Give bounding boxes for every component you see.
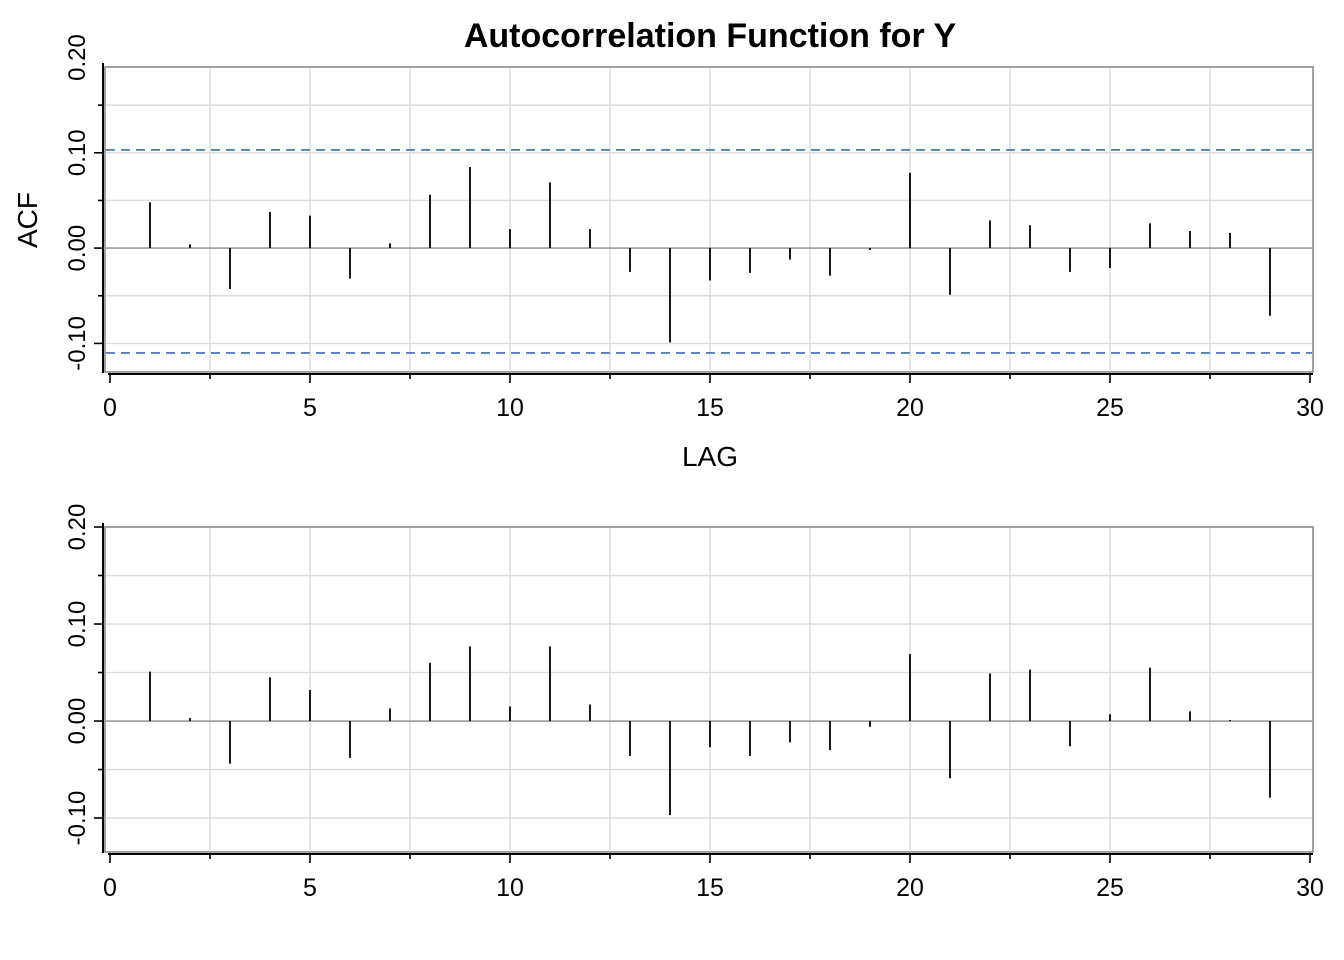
y-tick-label: -0.10 (64, 791, 91, 846)
x-tick-label: 30 (1296, 394, 1324, 422)
x-tick-label: 25 (1096, 874, 1124, 902)
x-tick-label: 0 (103, 394, 117, 422)
y-tick-label: 0.00 (64, 698, 91, 745)
plot-frame (104, 66, 1314, 373)
y-tick-label: 0.10 (64, 129, 91, 176)
x-tick-label: 10 (496, 874, 524, 902)
y-tick-label: -0.10 (64, 316, 91, 371)
x-tick-label: 0 (103, 874, 117, 902)
x-tick-label: 15 (696, 874, 724, 902)
y-axis-label: ACF (12, 192, 43, 248)
x-tick-label: 10 (496, 394, 524, 422)
acf-panel-top: 0 5 10 15 20 25 30 -0.10 0.00 0.10 0.20 Autocorrela… (12, 17, 1324, 472)
x-tick-label: 20 (896, 874, 924, 902)
x-tick-label: 30 (1296, 874, 1324, 902)
y-tick-label: 0.20 (64, 34, 91, 81)
chart-title: Autocorrelation Function for Y (464, 17, 957, 55)
y-tick-label: 0.00 (64, 225, 91, 272)
acf-panel-bottom: 0 5 10 15 20 25 30 -0.10 0.00 0.10 0.20 (64, 504, 1324, 902)
x-tick-label: 20 (896, 394, 924, 422)
x-tick-label: 25 (1096, 394, 1124, 422)
plot-frame (104, 526, 1314, 853)
x-tick-label: 5 (303, 394, 317, 422)
x-tick-label: 15 (696, 394, 724, 422)
y-tick-label: 0.20 (64, 504, 91, 551)
y-tick-label: 0.10 (64, 601, 91, 648)
x-axis-label: LAG (682, 441, 738, 472)
x-tick-label: 5 (303, 874, 317, 902)
